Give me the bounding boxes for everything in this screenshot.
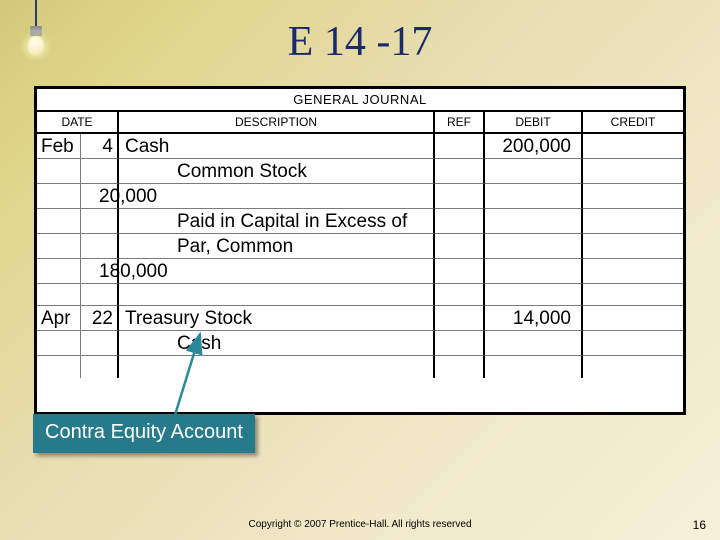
date-month-cell bbox=[37, 209, 81, 234]
header-date: DATE bbox=[37, 112, 119, 134]
page-number: 16 bbox=[693, 518, 706, 532]
date-month-cell bbox=[37, 234, 81, 259]
credit-cell bbox=[583, 184, 683, 209]
debit-cell bbox=[485, 331, 583, 356]
credit-cell bbox=[583, 234, 683, 259]
ref-cell bbox=[435, 331, 485, 356]
journal-title: GENERAL JOURNAL bbox=[37, 89, 683, 112]
date-day-cell bbox=[81, 284, 119, 306]
description-cell: Common Stock bbox=[119, 159, 435, 184]
date-day-cell bbox=[81, 331, 119, 356]
description-cell bbox=[119, 356, 435, 378]
debit-cell bbox=[485, 184, 583, 209]
ref-cell bbox=[435, 134, 485, 159]
table-row: 180,000 bbox=[37, 259, 683, 284]
table-row: Paid in Capital in Excess of bbox=[37, 209, 683, 234]
table-row: Feb4Cash 200,000 bbox=[37, 134, 683, 159]
lightbulb-icon bbox=[18, 0, 54, 70]
ref-cell bbox=[435, 356, 485, 378]
ref-cell bbox=[435, 259, 485, 284]
date-month-cell bbox=[37, 184, 81, 209]
debit-cell bbox=[485, 209, 583, 234]
date-month-cell bbox=[37, 331, 81, 356]
table-row: Common Stock bbox=[37, 159, 683, 184]
copyright-text: Copyright © 2007 Prentice-Hall. All righ… bbox=[0, 519, 720, 530]
table-row: Apr22Treasury Stock 14,000 bbox=[37, 306, 683, 331]
debit-cell bbox=[485, 356, 583, 378]
ref-cell bbox=[435, 306, 485, 331]
description-cell: Treasury Stock bbox=[119, 306, 435, 331]
ref-cell bbox=[435, 234, 485, 259]
description-cell: Cash bbox=[119, 134, 435, 159]
credit-cell bbox=[583, 159, 683, 184]
date-day-cell: 180,000 bbox=[81, 259, 119, 284]
date-day-cell bbox=[81, 356, 119, 378]
credit-cell bbox=[583, 356, 683, 378]
credit-cell bbox=[583, 134, 683, 159]
credit-cell bbox=[583, 259, 683, 284]
date-month-cell bbox=[37, 284, 81, 306]
date-month-cell bbox=[37, 159, 81, 184]
description-cell bbox=[119, 259, 435, 284]
description-cell: Cash bbox=[119, 331, 435, 356]
credit-cell bbox=[583, 284, 683, 306]
date-day-cell: 4 bbox=[81, 134, 119, 159]
date-day-cell: 20,000 bbox=[81, 184, 119, 209]
description-cell bbox=[119, 184, 435, 209]
date-day-cell bbox=[81, 159, 119, 184]
header-credit: CREDIT bbox=[583, 112, 683, 134]
journal-header-row: DATE DESCRIPTION REF DEBIT CREDIT bbox=[37, 112, 683, 134]
table-row bbox=[37, 284, 683, 306]
credit-cell bbox=[583, 306, 683, 331]
description-cell: Par, Common bbox=[119, 234, 435, 259]
date-month-cell bbox=[37, 259, 81, 284]
table-row: Par, Common bbox=[37, 234, 683, 259]
header-ref: REF bbox=[435, 112, 485, 134]
general-journal-table: GENERAL JOURNAL DATE DESCRIPTION REF DEB… bbox=[34, 86, 686, 415]
ref-cell bbox=[435, 184, 485, 209]
header-description: DESCRIPTION bbox=[119, 112, 435, 134]
callout-label: Contra Equity Account bbox=[33, 414, 255, 453]
debit-cell: 14,000 bbox=[485, 306, 583, 331]
date-month-cell: Feb bbox=[37, 134, 81, 159]
debit-cell bbox=[485, 159, 583, 184]
credit-cell bbox=[583, 209, 683, 234]
ref-cell bbox=[435, 284, 485, 306]
ref-cell bbox=[435, 209, 485, 234]
table-row: Cash bbox=[37, 331, 683, 356]
date-month-cell bbox=[37, 356, 81, 378]
header-debit: DEBIT bbox=[485, 112, 583, 134]
journal-body: Feb4Cash200,000Common Stock20,000Paid in… bbox=[37, 134, 683, 412]
date-month-cell: Apr bbox=[37, 306, 81, 331]
debit-cell bbox=[485, 259, 583, 284]
date-day-cell bbox=[81, 234, 119, 259]
debit-cell: 200,000 bbox=[485, 134, 583, 159]
date-day-cell: 22 bbox=[81, 306, 119, 331]
date-day-cell bbox=[81, 209, 119, 234]
table-row bbox=[37, 356, 683, 378]
description-cell: Paid in Capital in Excess of bbox=[119, 209, 435, 234]
debit-cell bbox=[485, 284, 583, 306]
credit-cell bbox=[583, 331, 683, 356]
table-row: 20,000 bbox=[37, 184, 683, 209]
description-cell bbox=[119, 284, 435, 306]
debit-cell bbox=[485, 234, 583, 259]
page-title: E 14 -17 bbox=[0, 0, 720, 86]
ref-cell bbox=[435, 159, 485, 184]
